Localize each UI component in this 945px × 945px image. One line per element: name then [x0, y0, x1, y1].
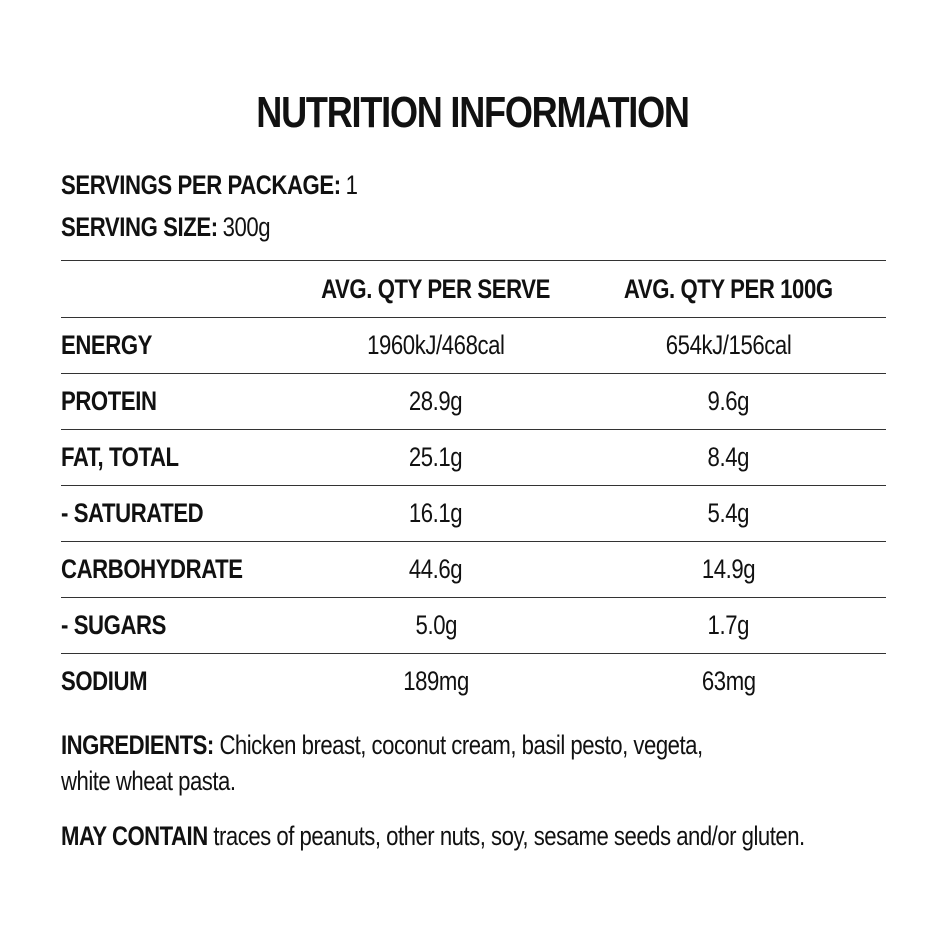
row-label-cell: - SUGARS: [61, 598, 301, 653]
header-cell-label: [61, 261, 301, 317]
per-100g-cell: 9.6g: [571, 374, 886, 429]
table-row: PROTEIN 28.9g 9.6g: [61, 373, 886, 429]
row-label: CARBOHYDRATE: [61, 554, 243, 584]
row-label-cell: PROTEIN: [61, 374, 301, 429]
per-100g-value: 8.4g: [707, 442, 750, 472]
per-serve-value: 25.1g: [409, 442, 463, 472]
table-row: - SUGARS 5.0g 1.7g: [61, 597, 886, 653]
per-100g-cell: 8.4g: [571, 430, 886, 485]
per-100g-value: 5.4g: [707, 498, 750, 528]
per-serve-cell: 28.9g: [301, 374, 571, 429]
per-serve-cell: 189mg: [301, 654, 571, 709]
per-100g-value: 9.6g: [707, 386, 750, 416]
per-serve-cell: 16.1g: [301, 486, 571, 541]
allergen-statement: MAY CONTAIN traces of peanuts, other nut…: [61, 818, 881, 854]
per-serve-cell: 44.6g: [301, 542, 571, 597]
row-label-cell: - SATURATED: [61, 486, 301, 541]
ingredients-statement: INGREDIENTS: Chicken breast, coconut cre…: [61, 727, 881, 799]
serving-size-label: SERVING SIZE:: [61, 212, 218, 242]
row-label-cell: ENERGY: [61, 318, 301, 373]
per-serve-value: 5.0g: [415, 610, 457, 640]
row-label: FAT, TOTAL: [61, 442, 179, 472]
per-100g-value: 14.9g: [701, 554, 756, 584]
row-label-cell: SODIUM: [61, 654, 301, 709]
header-cell-per-100g: AVG. QTY PER 100G: [571, 261, 886, 317]
per-100g-cell: 63mg: [571, 654, 886, 709]
per-100g-cell: 14.9g: [571, 542, 886, 597]
row-label: SODIUM: [61, 666, 148, 696]
per-serve-value: 1960kJ/468cal: [367, 330, 505, 360]
ingredients-line-2: white wheat pasta.: [61, 766, 236, 796]
header-per-100g-text: AVG. QTY PER 100G: [624, 273, 833, 304]
servings-per-package-label: SERVINGS PER PACKAGE:: [61, 170, 341, 200]
per-serve-value: 189mg: [403, 666, 469, 696]
header-cell-per-serve: AVG. QTY PER SERVE: [301, 261, 571, 317]
row-label: - SUGARS: [61, 610, 166, 640]
per-100g-cell: 5.4g: [571, 486, 886, 541]
per-serve-value: 44.6g: [409, 554, 463, 584]
row-label: ENERGY: [61, 330, 153, 360]
page-title: NUTRITION INFORMATION: [256, 88, 690, 137]
row-label-cell: FAT, TOTAL: [61, 430, 301, 485]
ingredients-label: INGREDIENTS:: [61, 730, 214, 760]
may-contain-text: traces of peanuts, other nuts, soy, sesa…: [213, 821, 805, 851]
per-serve-value: 28.9g: [409, 386, 463, 416]
table-row: - SATURATED 16.1g 5.4g: [61, 485, 886, 541]
per-serve-cell: 5.0g: [301, 598, 571, 653]
per-100g-value: 63mg: [701, 666, 756, 696]
table-row: SODIUM 189mg 63mg: [61, 653, 886, 709]
per-serve-cell: 1960kJ/468cal: [301, 318, 571, 373]
may-contain-label: MAY CONTAIN: [61, 821, 208, 851]
row-label: - SATURATED: [61, 498, 204, 528]
row-label: PROTEIN: [61, 386, 157, 416]
table-row: FAT, TOTAL 25.1g 8.4g: [61, 429, 886, 485]
table-header-row: AVG. QTY PER SERVE AVG. QTY PER 100G: [61, 260, 886, 317]
servings-per-package-value: 1: [345, 170, 358, 200]
row-label-cell: CARBOHYDRATE: [61, 542, 301, 597]
table-row: ENERGY 1960kJ/468cal 654kJ/156cal: [61, 317, 886, 373]
per-100g-value: 1.7g: [707, 610, 750, 640]
per-serve-cell: 25.1g: [301, 430, 571, 485]
header-per-serve-text: AVG. QTY PER SERVE: [321, 273, 551, 304]
table-row: CARBOHYDRATE 44.6g 14.9g: [61, 541, 886, 597]
servings-per-package: SERVINGS PER PACKAGE: 1: [61, 170, 358, 201]
nutrition-table: AVG. QTY PER SERVE AVG. QTY PER 100G ENE…: [61, 260, 886, 709]
serving-size: SERVING SIZE: 300g: [61, 212, 271, 243]
per-100g-cell: 1.7g: [571, 598, 886, 653]
per-100g-value: 654kJ/156cal: [665, 330, 792, 360]
per-serve-value: 16.1g: [409, 498, 463, 528]
per-100g-cell: 654kJ/156cal: [571, 318, 886, 373]
ingredients-line-1: Chicken breast, coconut cream, basil pes…: [219, 730, 703, 760]
serving-size-value: 300g: [222, 212, 271, 242]
